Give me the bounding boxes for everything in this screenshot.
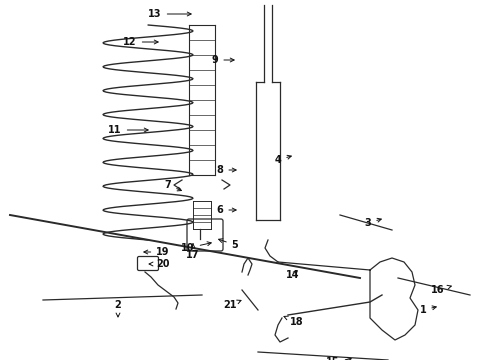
Text: 21: 21: [223, 300, 241, 310]
Text: 1: 1: [419, 305, 436, 315]
Text: 12: 12: [123, 37, 158, 47]
Text: 17: 17: [186, 244, 200, 260]
Text: 18: 18: [284, 316, 304, 327]
Text: 15: 15: [326, 357, 351, 360]
Text: 2: 2: [115, 300, 122, 317]
Text: 13: 13: [148, 9, 191, 19]
Text: 7: 7: [165, 180, 181, 191]
Text: 14: 14: [286, 270, 300, 280]
Text: 20: 20: [149, 259, 170, 269]
Text: 11: 11: [108, 125, 148, 135]
Text: 5: 5: [219, 239, 238, 250]
Text: 8: 8: [217, 165, 236, 175]
Text: 3: 3: [365, 218, 381, 228]
Text: 16: 16: [431, 285, 451, 295]
Text: 19: 19: [144, 247, 170, 257]
Text: 6: 6: [217, 205, 236, 215]
Text: 10: 10: [181, 242, 211, 253]
Text: 9: 9: [212, 55, 234, 65]
Text: 4: 4: [274, 155, 291, 165]
